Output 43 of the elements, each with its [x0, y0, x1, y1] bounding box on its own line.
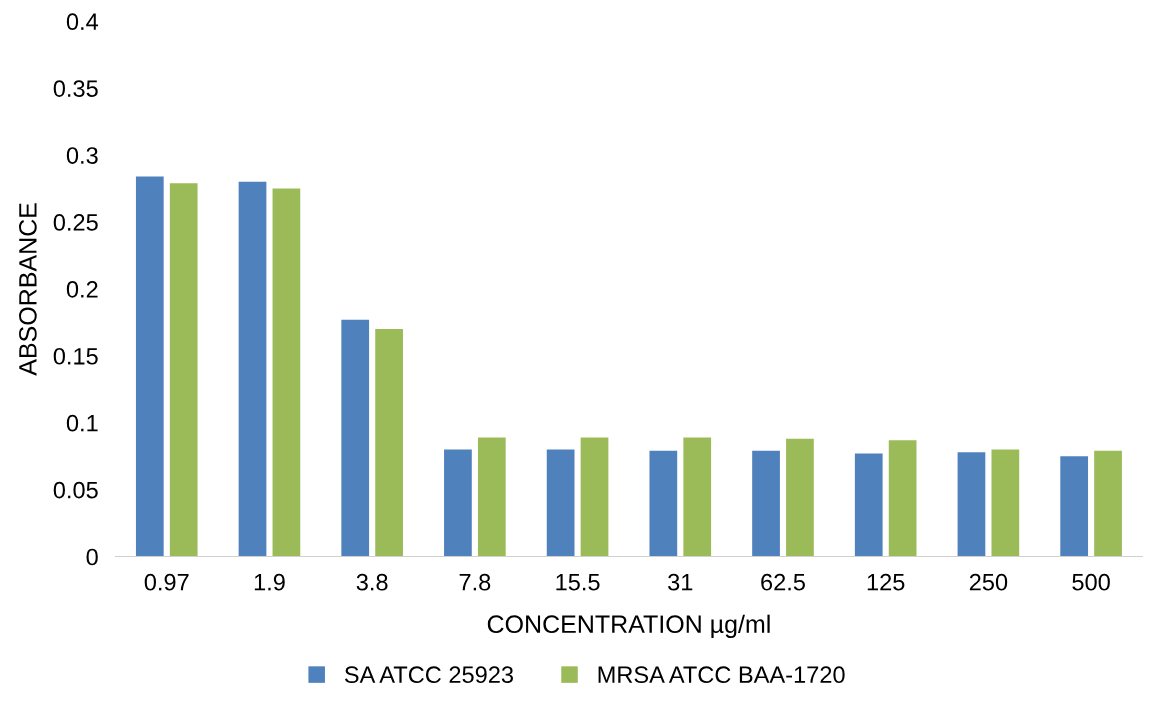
x-tick-label: 3.8: [356, 573, 388, 591]
bar: [169, 183, 198, 557]
bar: [649, 450, 678, 557]
bar: [786, 438, 814, 557]
legend-label: SA ATCC 25923: [344, 666, 514, 684]
bar: [135, 176, 164, 557]
bar: [888, 440, 917, 557]
y-axis-title: ABSORBANCE: [19, 203, 37, 376]
bar: [752, 450, 780, 557]
bar: [1060, 456, 1089, 557]
bar: [444, 449, 472, 557]
x-tick-label: 125: [867, 573, 905, 591]
x-tick-label: 500: [1072, 573, 1110, 591]
x-tick-label: 7.8: [459, 573, 491, 591]
y-tick-label: 0.25: [53, 214, 98, 231]
x-tick-label: 1.9: [254, 573, 285, 591]
bar: [683, 437, 712, 557]
bar: [1094, 450, 1122, 557]
x-tick-label: 31: [668, 573, 693, 591]
bar: [477, 437, 506, 557]
x-tick-label: 62.5: [761, 573, 805, 591]
y-tick-label: 0.05: [53, 481, 98, 499]
bar: [272, 188, 301, 557]
bar: [375, 329, 403, 557]
y-tick-label: 0.35: [53, 80, 98, 97]
bar: [341, 319, 370, 557]
x-tick-label: 0.97: [144, 573, 189, 591]
bar: [957, 452, 986, 557]
y-tick-label: 0: [86, 548, 98, 566]
y-tick-label: 0.3: [66, 147, 98, 164]
bar: [580, 437, 609, 557]
y-tick-label: 0.4: [66, 13, 99, 31]
x-axis-title: CONCENTRATION µg/ml: [487, 614, 770, 638]
legend-label: MRSA ATCC BAA-1720: [598, 666, 845, 684]
y-tick-label: 0.15: [53, 347, 98, 365]
x-tick-label: 250: [969, 573, 1008, 591]
bar: [854, 453, 883, 557]
bar: [991, 449, 1020, 557]
x-tick-label: 15.5: [556, 574, 600, 591]
bar: [546, 449, 575, 557]
y-tick-label: 0.1: [66, 414, 98, 432]
y-tick-label: 0.2: [66, 280, 98, 298]
bar: [238, 181, 267, 557]
